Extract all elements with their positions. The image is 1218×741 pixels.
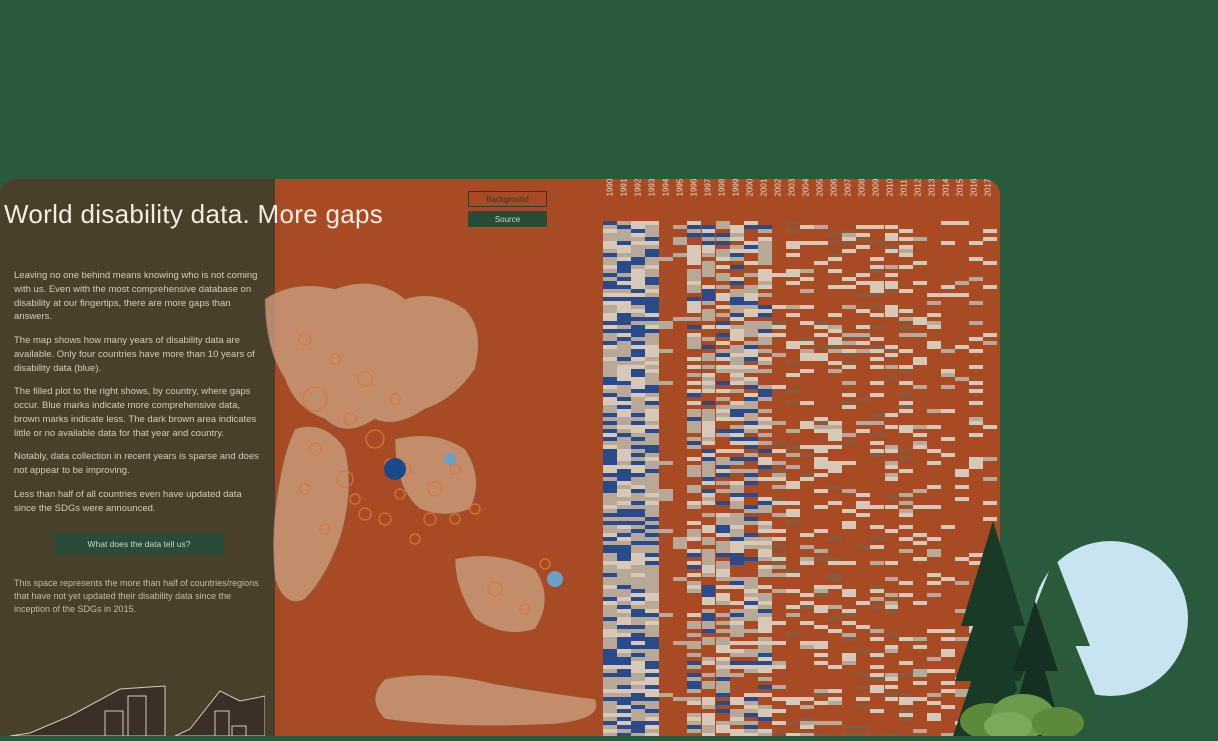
- year-label: 1997: [704, 183, 713, 197]
- year-label: 2006: [830, 183, 839, 197]
- body-text: Leaving no one behind means knowing who …: [14, 269, 261, 515]
- paragraph-2: The map shows how many years of disabili…: [14, 334, 261, 375]
- year-label: 2000: [746, 183, 755, 197]
- paragraph-5: Less than half of all countries even hav…: [14, 488, 261, 516]
- year-label: 2016: [970, 183, 979, 197]
- year-label: 2002: [774, 183, 783, 197]
- year-label: 1993: [648, 183, 657, 197]
- year-label: 1994: [662, 183, 671, 197]
- year-label: 2007: [844, 183, 853, 197]
- paragraph-3: The filled plot to the right shows, by c…: [14, 385, 261, 440]
- year-label: 1999: [732, 183, 741, 197]
- year-label: 1991: [620, 183, 629, 197]
- bush-icon: [958, 681, 1088, 736]
- year-label: 2009: [872, 183, 881, 197]
- map-panel: [275, 179, 600, 736]
- year-label: 2004: [802, 183, 811, 197]
- year-labels: 1990 1991 1992 1993 1994 1995 1996 1997 1998 1999…: [603, 185, 995, 194]
- cta-button[interactable]: What does the data tell us?: [54, 533, 224, 555]
- year-label: 1990: [606, 183, 615, 197]
- background-button[interactable]: Background: [468, 191, 547, 207]
- year-label: 2012: [914, 183, 923, 197]
- page-title: World disability data. More gaps: [4, 199, 383, 230]
- mini-chart: [10, 681, 265, 736]
- year-label: 2017: [984, 183, 993, 197]
- year-label: 2010: [886, 183, 895, 197]
- year-label: 1992: [634, 183, 643, 197]
- paragraph-4: Notably, data collection in recent years…: [14, 450, 261, 478]
- top-buttons: Background Source: [468, 191, 547, 227]
- paragraph-1: Leaving no one behind means knowing who …: [14, 269, 261, 324]
- year-label: 2014: [942, 183, 951, 197]
- year-label: 2013: [928, 183, 937, 197]
- year-label: 1995: [676, 183, 685, 197]
- footer-note: This space represents the more than half…: [14, 577, 261, 615]
- world-map: [255, 219, 625, 736]
- year-label: 2008: [858, 183, 867, 197]
- year-label: 2001: [760, 183, 769, 197]
- forest-decoration: [848, 486, 1218, 736]
- year-label: 2005: [816, 183, 825, 197]
- year-label: 1998: [718, 183, 727, 197]
- year-label: 1996: [690, 183, 699, 197]
- year-label: 2015: [956, 183, 965, 197]
- source-button[interactable]: Source: [468, 211, 547, 227]
- year-label: 2011: [900, 183, 909, 197]
- year-label: 2003: [788, 183, 797, 197]
- left-panel: Leaving no one behind means knowing who …: [0, 179, 275, 736]
